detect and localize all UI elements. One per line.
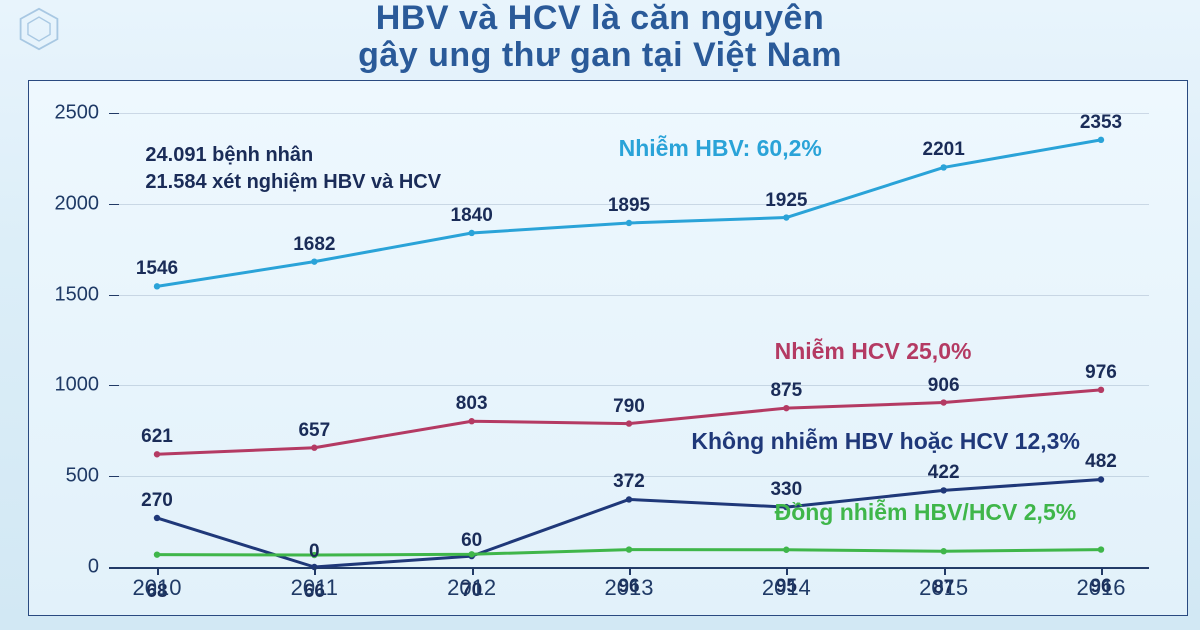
value-label: 2353: [1080, 112, 1122, 134]
value-label: 60: [461, 530, 482, 552]
y-axis-label: 0: [88, 556, 99, 579]
title-line-2: gây ung thư gan tại Việt Nam: [0, 37, 1200, 74]
value-label: 270: [141, 490, 173, 512]
value-label: 422: [928, 462, 960, 484]
note-line-2: 21.584 xét nghiệm HBV và HCV: [145, 169, 441, 196]
note-line-1: 24.091 bệnh nhân: [145, 142, 441, 169]
value-label: 803: [456, 393, 488, 415]
y-axis-label: 1500: [55, 283, 100, 306]
x-axis-label: 2016: [1077, 575, 1126, 601]
value-label: 482: [1085, 451, 1117, 473]
x-axis-label: 2015: [919, 575, 968, 601]
legend-coinf: Đồng nhiễm HBV/HCV 2,5%: [775, 499, 1077, 526]
value-label: 0: [309, 541, 320, 563]
value-label: 906: [928, 375, 960, 397]
y-axis-label: 1000: [55, 374, 100, 397]
page: HBV và HCV là căn nguyên gây ung thư gan…: [0, 0, 1200, 630]
value-label: 2201: [923, 139, 965, 161]
value-label: 1682: [293, 234, 335, 256]
title-line-1: HBV và HCV là căn nguyên: [0, 0, 1200, 37]
value-label: 1546: [136, 258, 178, 280]
plot-area: 1546 1682 1840 1895 1925 2201 2353 621 657 803 790…: [109, 95, 1149, 569]
value-label: 976: [1085, 362, 1117, 384]
legend-hbv: Nhiễm HBV: 60,2%: [619, 135, 822, 162]
chart-title: HBV và HCV là căn nguyên gây ung thư gan…: [0, 0, 1200, 75]
x-axis-label: 2010: [133, 575, 182, 601]
chart-frame: 1546 1682 1840 1895 1925 2201 2353 621 657 803 790…: [28, 80, 1188, 616]
y-axis-label: 500: [66, 465, 99, 488]
y-axis-label: 2500: [55, 102, 100, 125]
value-label: 875: [770, 380, 802, 402]
value-label: 1840: [451, 205, 493, 227]
value-label: 790: [613, 396, 645, 418]
legend-hcv: Nhiễm HCV 25,0%: [775, 338, 972, 365]
x-axis-label: 2013: [605, 575, 654, 601]
value-label: 657: [298, 420, 330, 442]
summary-note: 24.091 bệnh nhân 21.584 xét nghiệm HBV v…: [145, 142, 441, 196]
value-label: 1895: [608, 195, 650, 217]
legend-none: Không nhiễm HBV hoặc HCV 12,3%: [691, 428, 1080, 455]
x-axis-label: 2012: [447, 575, 496, 601]
x-axis-label: 2011: [291, 575, 338, 601]
value-label: 621: [141, 426, 173, 448]
value-label: 372: [613, 471, 645, 493]
x-axis-label: 2014: [762, 575, 811, 601]
value-label: 1925: [765, 190, 807, 212]
y-axis-label: 2000: [55, 192, 100, 215]
